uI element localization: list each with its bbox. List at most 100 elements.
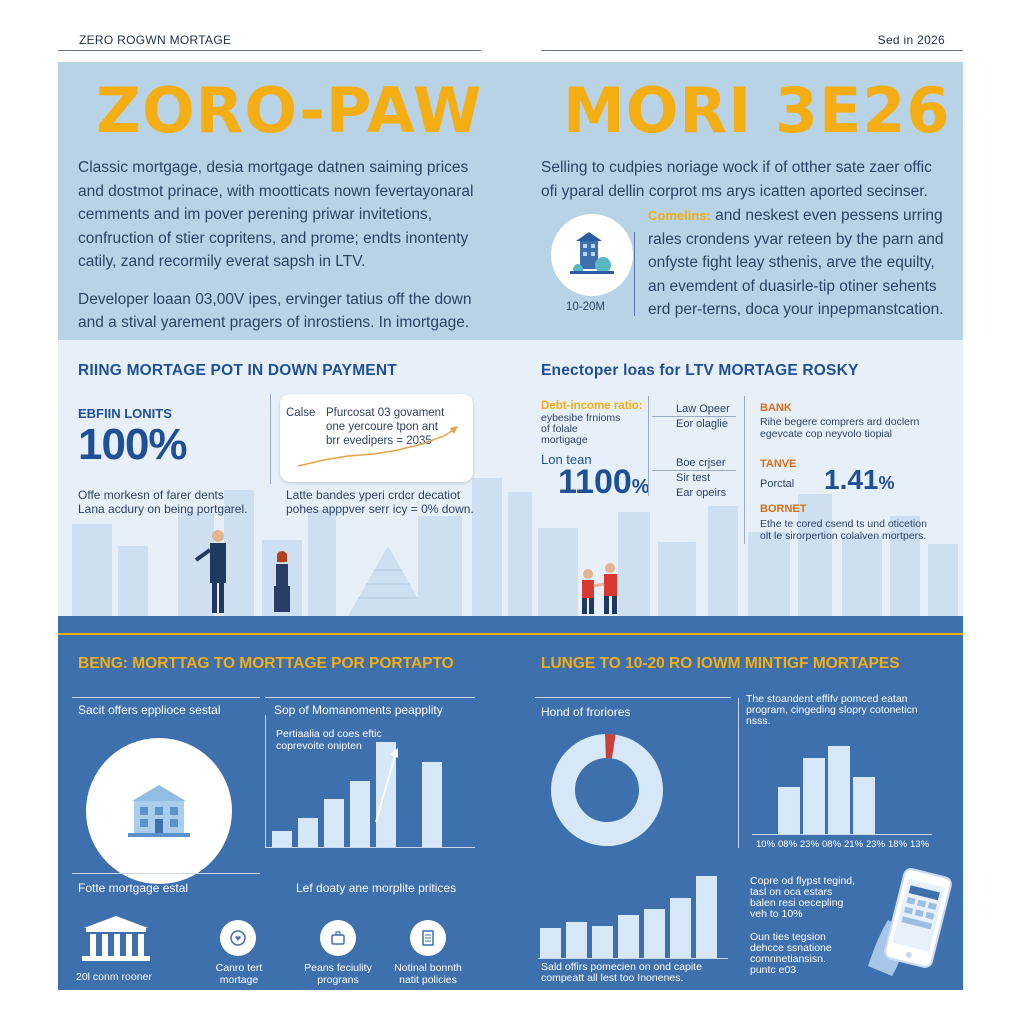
loan-value: 1100 xyxy=(558,463,632,501)
bank-building-icon xyxy=(128,785,190,837)
caption-line: compeatt all lest too Inonenes. xyxy=(541,972,684,984)
hero-panel xyxy=(58,62,963,340)
bank-building-circle xyxy=(86,738,232,884)
hero-right-line: ofi yparal dellin corprot ms arys icatte… xyxy=(541,182,928,200)
histogram-label: 10% xyxy=(756,839,776,850)
bank-line: Rihe begere comprers ard doclern xyxy=(760,416,920,428)
divider xyxy=(535,697,731,698)
hero-left-line: cemments and im pover perening priwar in… xyxy=(78,206,433,223)
divider xyxy=(265,715,266,847)
bottom-mid-title: Lef doaty ane morplite pritices xyxy=(296,881,457,895)
hero-left-line: Classic mortgage, desia mortgage datnen … xyxy=(78,159,469,176)
phone-line: Oun ties tegsion xyxy=(750,931,826,943)
growth-bar xyxy=(298,818,318,847)
loan-unit: % xyxy=(631,476,650,498)
icon-label-line: Notinal bonnth xyxy=(394,962,462,974)
donut-chart xyxy=(551,734,663,846)
hero-right-bottom-text: Comelins: and neskest even pessens urrin… xyxy=(648,204,958,322)
col2-sub-line: Pertiaalia od coes eftic xyxy=(276,728,382,740)
bar-chart-bottom xyxy=(540,872,722,958)
bottom-left-title: Fotte mortgage estal xyxy=(78,881,189,895)
city-skyline-illustration xyxy=(72,478,958,616)
card-line: one yercoure tpon ant xyxy=(326,421,438,433)
divider xyxy=(72,697,260,698)
axis-line xyxy=(752,834,932,835)
card-line: Pfurcosat 03 govament xyxy=(326,407,445,419)
mid-left-title: RIING MORTAGE POT IN DOWN PAYMENT xyxy=(78,362,397,379)
list-bottom: Boe crjser Sir test Ear opeirs xyxy=(676,456,726,501)
histo-desc-line: nsss. xyxy=(746,715,771,727)
header-right-text: Sed in 2026 xyxy=(877,33,945,47)
hero-left-line: and a stival yarement pragers of inrosti… xyxy=(78,314,470,331)
bottom-bar xyxy=(670,898,691,958)
histogram-label: 08% xyxy=(822,839,842,850)
hero-right-text: Selling to cudpies noriage wock if of ot… xyxy=(541,156,951,203)
col2-title: Sop of Momanoments peapplity xyxy=(274,703,443,717)
stat-description: Offe morkesn of farer dents Lana acdury … xyxy=(78,488,247,516)
portal-value: 1.41 xyxy=(824,464,879,495)
histogram-labels: 10% 08% 23% 08% 21% 23% 18% 13% xyxy=(756,838,936,852)
col1-title: Sacit offers epplioce sestal xyxy=(78,703,221,717)
bottom-bar xyxy=(592,926,613,958)
mobile-phone-illustration xyxy=(868,868,952,976)
histogram-label: 08% xyxy=(778,839,798,850)
divider xyxy=(744,396,745,544)
mid-right-title: Enectoper loas for LTV MORTAGE ROSKY xyxy=(541,362,859,379)
bank-text: Rihe begere comprers ard doclern egevcat… xyxy=(760,416,919,440)
hero-left-line: catily, zand recormily everat sapsh in L… xyxy=(78,253,366,270)
mid-left-note: Latte bandes yperi crdcr decatiot pohes … xyxy=(286,488,474,516)
stat-desc-line: Lana acdury on being portgarel. xyxy=(78,502,248,516)
document-icon xyxy=(422,930,434,946)
icon-caption: 10-20M xyxy=(566,301,605,313)
hero-left-text: Classic mortgage, desia mortgage datnen … xyxy=(78,156,488,335)
lower-left-title: BENG: MORTTAG TO MORTTAGE POR PORTAPTO xyxy=(78,655,454,672)
histo-desc-line: program, cingeding slopry cotoneticn xyxy=(746,704,918,716)
portal-unit: % xyxy=(878,473,895,493)
hero-title-left: ZORO-PAW xyxy=(96,74,483,147)
bornet-line: olt le sirorpertion colalven mortpers. xyxy=(760,530,927,542)
divider xyxy=(652,416,736,417)
icon-label-line: Canro tert xyxy=(215,962,263,974)
dti-line: of folale xyxy=(541,423,578,435)
briefcase-icon xyxy=(331,931,345,945)
histogram-bar xyxy=(853,777,875,834)
growth-bar xyxy=(350,781,370,847)
bank-line: egevcate cop neyvolo tiopial xyxy=(760,428,892,440)
hero-right-line: erd per-terns, doca your inpepmanstcatio… xyxy=(648,301,944,318)
icon-label-line: prograns xyxy=(317,974,359,986)
loan-label: Lon tean xyxy=(541,452,592,467)
hero-left-line: and dostmot prinace, with mootticats now… xyxy=(78,182,474,200)
portal-stat: 1.41% xyxy=(824,464,895,496)
house-icon-circle xyxy=(551,214,633,296)
histogram-label: 23% xyxy=(866,839,886,850)
icon-label-line: Peans feciulity xyxy=(304,962,372,974)
program-icon-circle xyxy=(320,920,356,956)
histogram-label: 18% xyxy=(888,839,908,850)
axis-line xyxy=(538,958,728,959)
stat-value: 100% xyxy=(78,420,188,469)
phone-line: puntc e03. xyxy=(750,964,800,976)
dti-text: eybesibe frnioms of folale mortigage xyxy=(541,413,620,446)
col2-sub-line: coprevoite onipten xyxy=(276,740,362,752)
trend-line-graphic xyxy=(297,426,458,467)
list-top: Law Opeer Eor olaglie xyxy=(676,402,730,432)
icon-label-line: natit policies xyxy=(399,974,457,986)
phone-line: balen resi oecepling xyxy=(750,897,844,909)
bottom-bar xyxy=(618,915,639,958)
list-item: Law Opeer xyxy=(676,403,730,415)
list-item: Ear opeirs xyxy=(676,487,727,499)
note-line: Latte bandes yperi crdcr decatiot xyxy=(286,488,461,502)
policy-icon-circle xyxy=(410,920,446,956)
loan-stat: 1100% xyxy=(558,463,650,502)
hero-left-line: confruction of stier copritens, and prom… xyxy=(78,229,469,247)
note-line: pohes apppver serr icy = 0% down. xyxy=(286,502,474,516)
phone-line: dehcce ssnatione xyxy=(750,942,832,954)
growth-bar-chart xyxy=(268,716,468,847)
histogram-label: 21% xyxy=(844,839,864,850)
forecast-card: Calse Pfurcosat 03 govament one yercoure… xyxy=(280,394,473,482)
hero-left-line: Developer loaan 03,00V ipes, ervinger ta… xyxy=(78,290,472,308)
growth-bar xyxy=(324,799,344,847)
bottom-bar xyxy=(566,922,587,958)
icon-label-line: mortage xyxy=(219,974,259,986)
icon-label: Peans feciulity prograns xyxy=(300,962,376,986)
